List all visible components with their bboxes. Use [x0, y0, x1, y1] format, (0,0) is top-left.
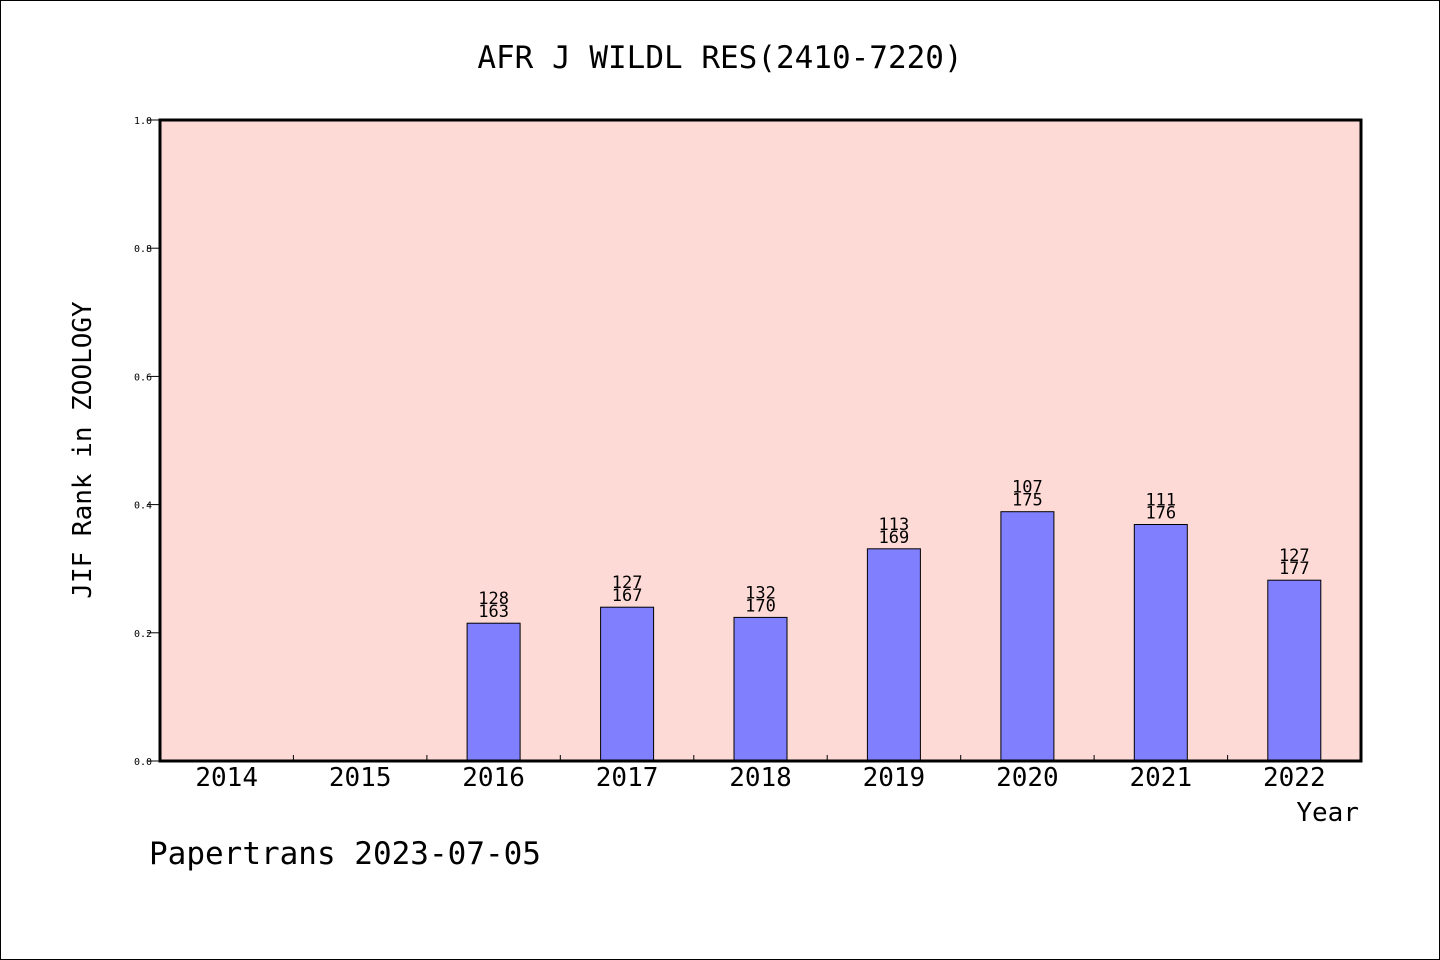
y-tick-label: 0.0 — [134, 757, 152, 768]
bar-2019 — [866, 548, 921, 762]
y-axis-label: JIF Rank in ZOOLOGY — [68, 301, 98, 599]
plot-frame — [158, 118, 1363, 763]
y-tick-label: 0.8 — [134, 244, 152, 255]
bar-label-total-2020: 175 — [1012, 491, 1043, 511]
x-tick-label-2019: 2019 — [863, 763, 926, 793]
x-tick-label-2021: 2021 — [1129, 763, 1192, 793]
x-axis-label: Year — [1296, 798, 1359, 828]
bar-2022 — [1267, 579, 1322, 762]
bar-label-rank-2022: 127 — [1279, 546, 1310, 566]
bar-label-rank-2018: 132 — [745, 583, 776, 603]
bar-2020 — [1000, 511, 1055, 762]
x-tick-label-2022: 2022 — [1263, 763, 1326, 793]
bar-label-total-2019: 169 — [879, 528, 910, 548]
x-tick-label-2015: 2015 — [329, 763, 392, 793]
x-tick-label-2020: 2020 — [996, 763, 1059, 793]
x-tick-label-2016: 2016 — [462, 763, 525, 793]
bar-2021 — [1133, 524, 1188, 762]
x-tick-label-2017: 2017 — [596, 763, 659, 793]
bar-2017 — [600, 606, 655, 762]
axis-layer: 2014 2015 2016 2017 2018 2019 2020 2021 2022 0.0 0… — [134, 116, 1326, 793]
bar-2016 — [466, 622, 521, 762]
bar-label-rank-2019: 113 — [879, 515, 910, 535]
y-tick-label: 1.0 — [134, 116, 152, 127]
bar-label-rank-2017: 127 — [612, 573, 643, 593]
bar-label-rank-2016: 128 — [478, 589, 509, 609]
bar-2018 — [733, 616, 788, 762]
bar-label-total-2021: 176 — [1145, 504, 1176, 524]
chart-title: AFR J WILDL RES(2410-7220) — [477, 40, 962, 76]
footer-text: Papertrans 2023-07-05 — [149, 836, 541, 872]
y-tick-label: 0.6 — [134, 372, 152, 383]
bar-label-rank-2020: 107 — [1012, 478, 1043, 498]
bar-label-total-2018: 170 — [745, 596, 776, 616]
y-tick-label: 0.2 — [134, 629, 152, 640]
bar-label-rank-2021: 111 — [1145, 491, 1176, 511]
x-tick-label-2014: 2014 — [195, 763, 258, 793]
bar-label-total-2016: 163 — [478, 602, 509, 622]
bar-label-total-2022: 177 — [1279, 559, 1310, 579]
x-tick-label-2018: 2018 — [729, 763, 792, 793]
bar-label-total-2017: 167 — [612, 586, 643, 606]
y-tick-label: 0.4 — [134, 501, 152, 512]
